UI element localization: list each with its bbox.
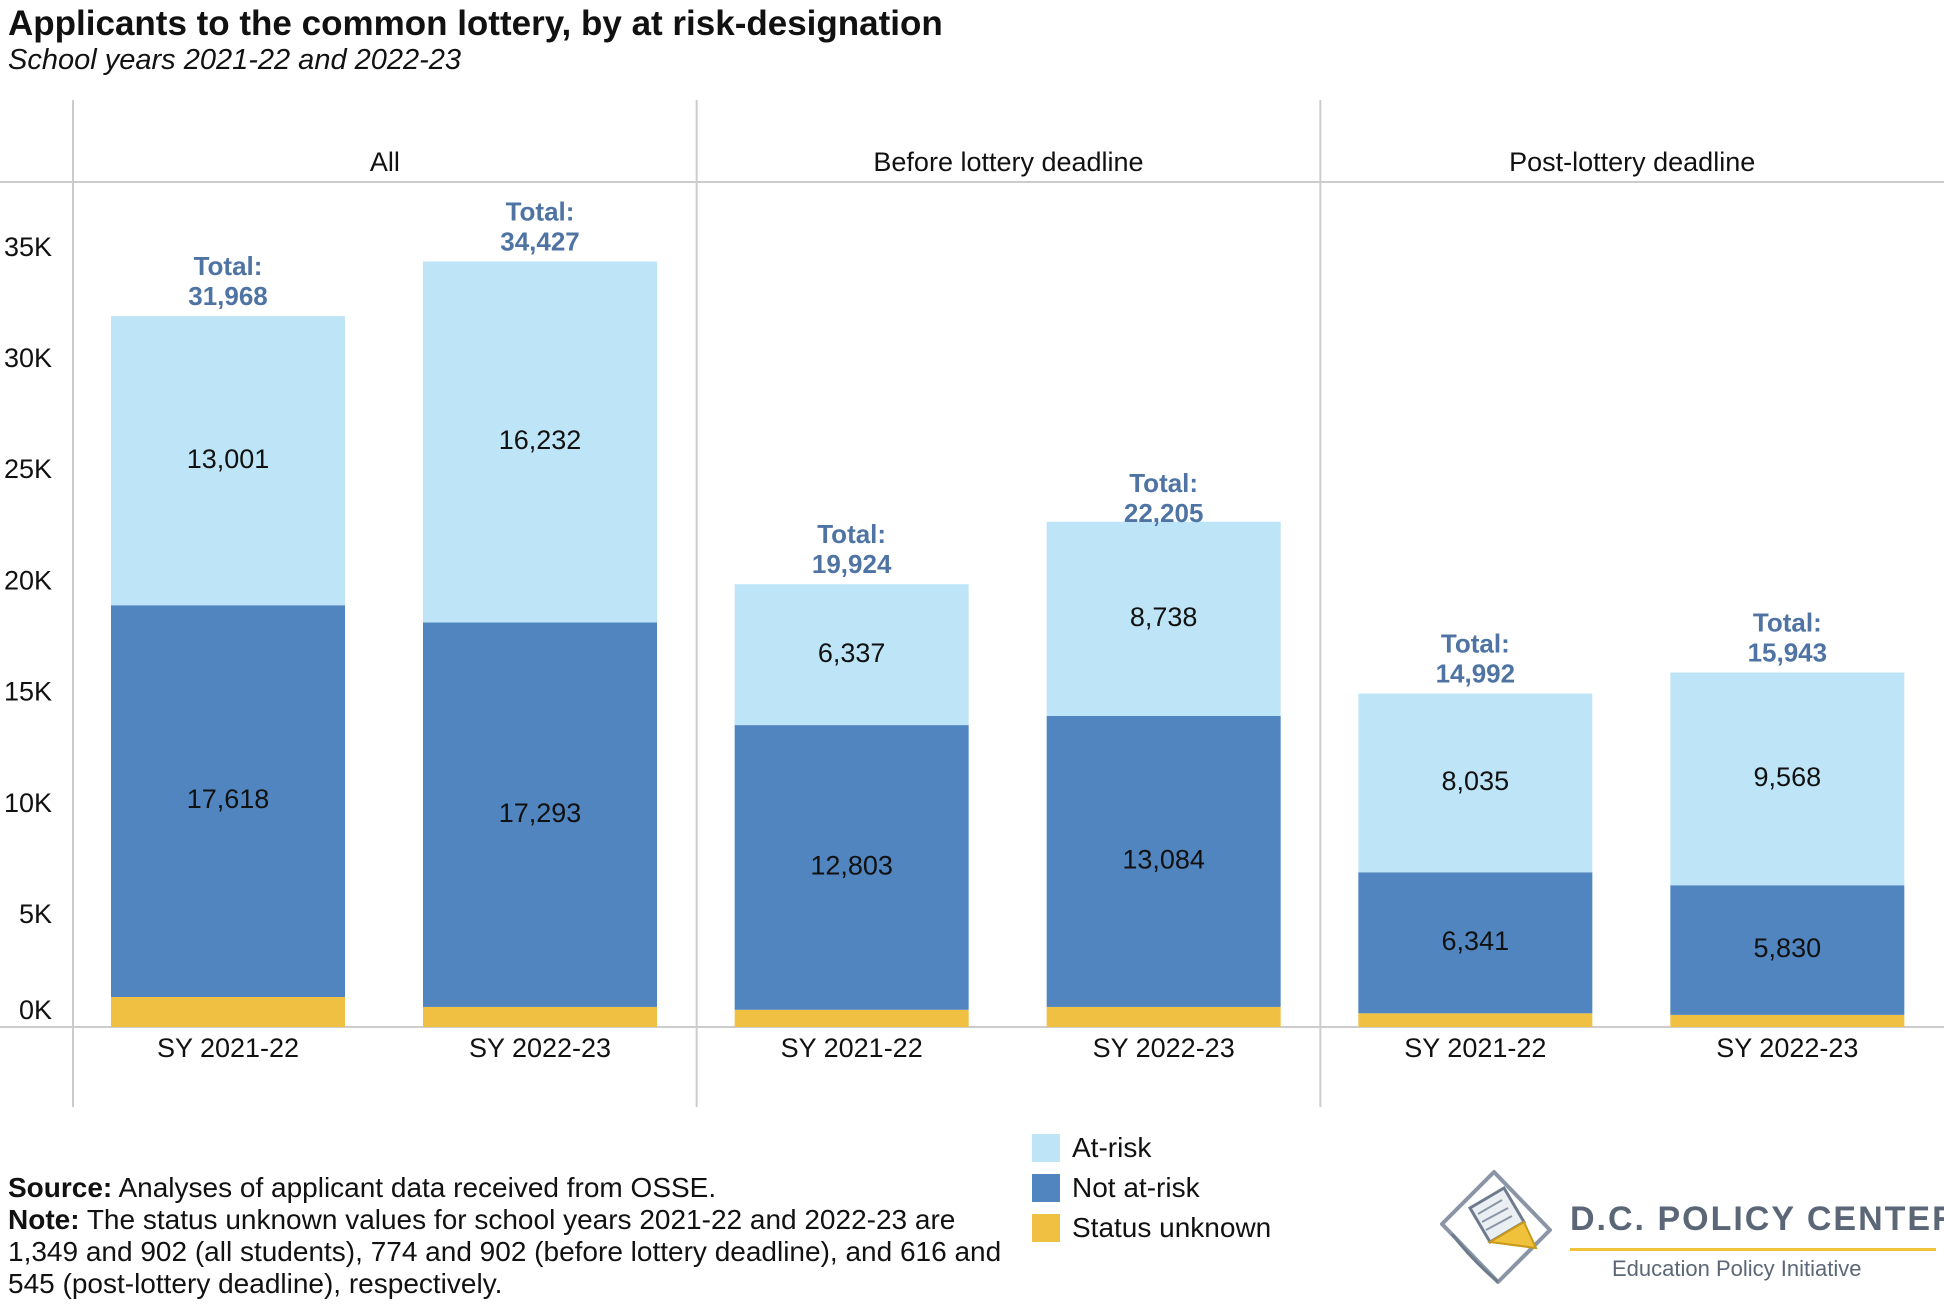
bar-segment-status-unknown — [1358, 1013, 1593, 1027]
y-tick-label: 35K — [4, 232, 52, 262]
y-tick-label: 0K — [19, 995, 52, 1025]
legend-item-at-risk: At-risk — [1032, 1128, 1271, 1168]
bar-segment-status-unknown — [734, 1009, 969, 1027]
y-tick-label: 20K — [4, 565, 52, 595]
x-tick-label: SY 2022-23 — [469, 1033, 611, 1063]
legend-swatch-status-unknown — [1032, 1214, 1060, 1242]
x-tick-label: SY 2021-22 — [1404, 1033, 1546, 1063]
logo-name: D.C. POLICY CENTER — [1570, 1200, 1944, 1238]
bar-segment-not-at-risk — [1358, 872, 1593, 1014]
panel-header: Post-lottery deadline — [1509, 147, 1755, 177]
x-tick-label: SY 2022-23 — [1093, 1033, 1235, 1063]
total-label-value: 31,968 — [188, 281, 268, 311]
total-label-value: 22,205 — [1124, 498, 1204, 528]
total-label-prefix: Total: — [1129, 468, 1198, 498]
chart-area: 0K 5K 10K 15K 20K 25K 30K 35K All 17,618 13,001 Tot… — [0, 100, 1944, 1107]
y-tick-label: 15K — [4, 677, 52, 707]
data-label: 16,232 — [499, 425, 582, 455]
chart-title: Applicants to the common lottery, by at … — [8, 4, 943, 43]
bar-segment-at-risk — [111, 316, 345, 606]
x-tick-label: SY 2021-22 — [157, 1033, 299, 1063]
panel-header: All — [370, 147, 400, 177]
legend-swatch-at-risk — [1032, 1134, 1060, 1162]
bar-segment-status-unknown — [1670, 1014, 1905, 1027]
data-label: 6,341 — [1442, 926, 1510, 956]
data-label: 13,001 — [187, 444, 270, 474]
logo-divider — [1570, 1248, 1936, 1251]
data-label: 6,337 — [818, 638, 886, 668]
x-tick-label: SY 2021-22 — [781, 1033, 923, 1063]
legend-item-status-unknown: Status unknown — [1032, 1208, 1271, 1248]
data-label: 8,035 — [1442, 766, 1510, 796]
total-label-value: 34,427 — [500, 226, 580, 256]
total-label-value: 14,992 — [1436, 659, 1516, 689]
y-tick-label: 5K — [19, 899, 52, 929]
logo-subtitle: Education Policy Initiative — [1612, 1256, 1862, 1281]
data-label: 17,293 — [499, 798, 582, 828]
x-tick-label: SY 2022-23 — [1716, 1033, 1858, 1063]
legend-swatch-not-at-risk — [1032, 1174, 1060, 1202]
chart-subtitle: School years 2021-22 and 2022-23 — [8, 44, 462, 76]
source-text: Analyses of applicant data received from… — [112, 1172, 717, 1203]
y-tick-label: 10K — [4, 788, 52, 818]
data-label: 8,738 — [1130, 602, 1198, 632]
total-label-value: 19,924 — [812, 549, 892, 579]
legend: At-risk Not at-risk Status unknown — [1032, 1128, 1271, 1248]
bar-segment-at-risk — [423, 261, 657, 623]
total-label-prefix: Total: — [817, 519, 886, 549]
legend-label: Status unknown — [1072, 1212, 1272, 1243]
data-label: 9,568 — [1754, 762, 1822, 792]
legend-label: At-risk — [1072, 1132, 1152, 1163]
bar-segment-status-unknown — [111, 997, 345, 1027]
total-label-prefix: Total: — [506, 196, 575, 226]
bar-segment-at-risk — [734, 584, 969, 726]
data-label: 13,084 — [1122, 845, 1205, 875]
bar-segment-not-at-risk — [734, 725, 969, 1010]
bar-segment-not-at-risk — [1046, 715, 1281, 1007]
bar-segment-status-unknown — [1046, 1006, 1281, 1027]
footer-notes: Source: Analyses of applicant data recei… — [8, 1172, 1008, 1300]
bar-segment-not-at-risk — [111, 605, 345, 998]
legend-label: Not at-risk — [1072, 1172, 1200, 1203]
total-label-prefix: Total: — [1753, 607, 1822, 637]
data-label: 5,830 — [1754, 933, 1822, 963]
bar-segment-at-risk — [1670, 672, 1905, 886]
bar-segment-not-at-risk — [423, 622, 657, 1007]
y-tick-label: 25K — [4, 454, 52, 484]
panel-header: Before lottery deadline — [873, 147, 1143, 177]
dc-policy-center-logo: D.C. POLICY CENTER Education Policy Init… — [1432, 1164, 1944, 1299]
note-text: The status unknown values for school yea… — [8, 1204, 1002, 1299]
source-label: Source: — [8, 1172, 113, 1203]
y-tick-label: 30K — [4, 343, 52, 373]
note-label: Note: — [8, 1204, 80, 1235]
bar-segment-not-at-risk — [1670, 885, 1905, 1015]
data-label: 17,618 — [187, 784, 270, 814]
dc-map-pen-icon — [1440, 1170, 1552, 1284]
data-label: 12,803 — [810, 851, 893, 881]
total-label-prefix: Total: — [194, 251, 263, 281]
bar-segment-at-risk — [1358, 693, 1593, 873]
legend-item-not-at-risk: Not at-risk — [1032, 1168, 1271, 1208]
total-label-value: 15,943 — [1748, 637, 1828, 667]
bar-segment-at-risk — [1046, 521, 1281, 716]
total-label-prefix: Total: — [1441, 629, 1510, 659]
bar-segment-status-unknown — [423, 1006, 657, 1027]
